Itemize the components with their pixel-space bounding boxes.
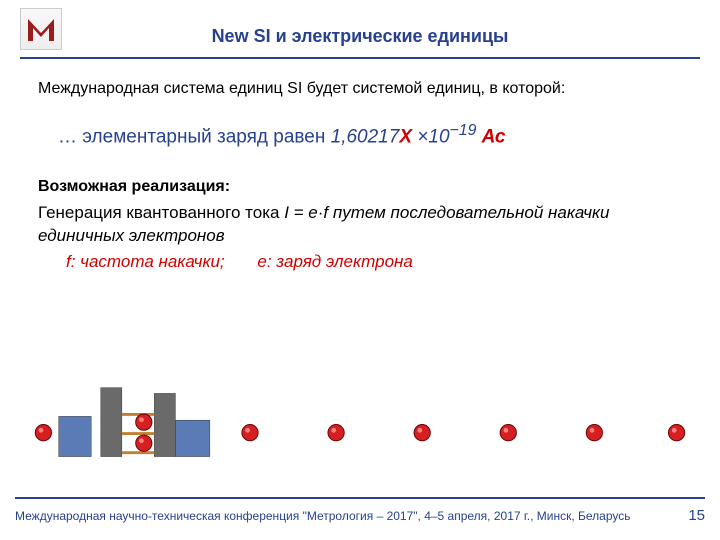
def-f: f: частота накачки; — [66, 252, 225, 271]
footer: Международная научно-техническая конфере… — [15, 507, 705, 524]
content-area: Международная система единиц SI будет си… — [38, 80, 690, 272]
impl-a: Генерация квантованного тока — [38, 203, 284, 222]
prefix: … — [58, 126, 82, 147]
definitions: f: частота накачки; e: заряд электрона — [66, 252, 690, 272]
impl-formula: I = e·f — [284, 203, 328, 222]
electron-pump-diagram — [30, 380, 690, 470]
divider-top — [20, 57, 700, 59]
page-number: 15 — [688, 507, 705, 524]
slide-title: New SI и электрические единицы — [0, 26, 720, 47]
charge-main: элементарный заряд равен — [82, 126, 330, 147]
def-e: e: заряд электрона — [257, 252, 412, 271]
charge-definition: … элементарный заряд равен 1,60217X ×10−… — [58, 122, 690, 148]
intro-text: Международная система единиц SI будет си… — [38, 80, 690, 98]
charge-x: X — [399, 126, 412, 147]
charge-mult: ×10 — [412, 126, 450, 147]
footer-text: Международная научно-техническая конфере… — [15, 509, 631, 523]
implementation-text: Генерация квантованного тока I = e·f пут… — [38, 202, 690, 248]
charge-unit: Ас — [476, 126, 505, 147]
divider-bottom — [15, 497, 705, 499]
charge-value: 1,60217 — [331, 126, 400, 147]
implementation-label: Возможная реализация: — [38, 178, 690, 196]
charge-exp: −19 — [450, 122, 477, 139]
